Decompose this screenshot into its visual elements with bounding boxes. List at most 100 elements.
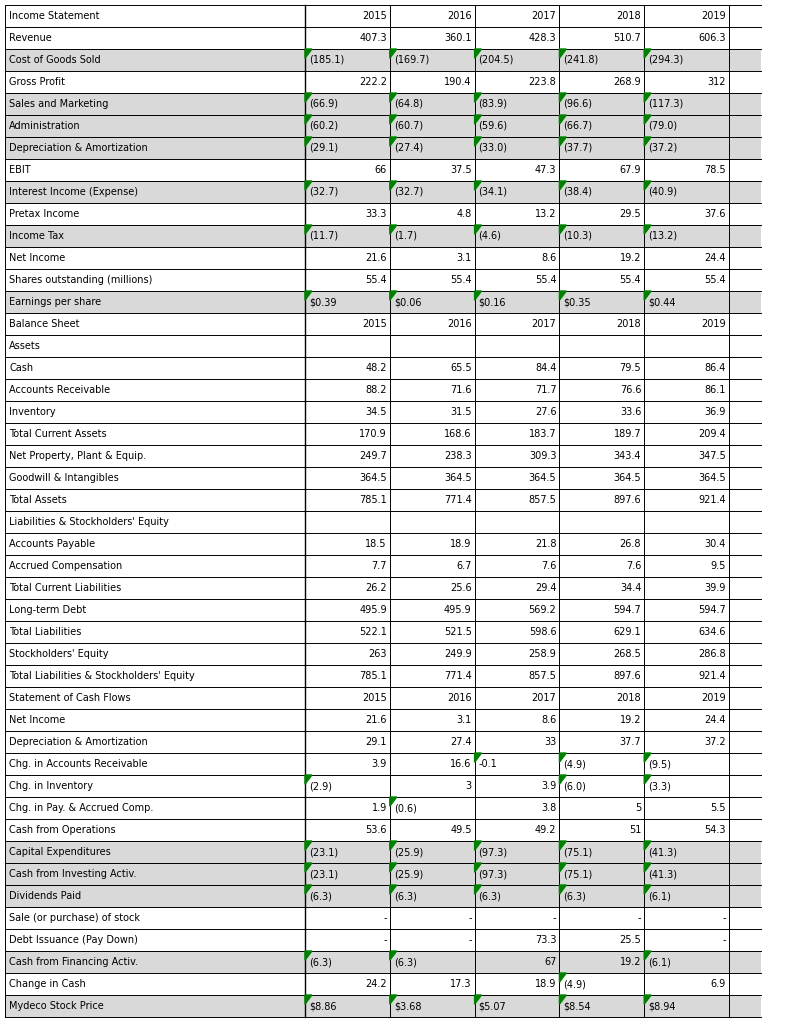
Text: (185.1): (185.1)	[309, 55, 344, 65]
Bar	[5, 269, 761, 291]
Text: 19.2: 19.2	[620, 957, 642, 967]
Text: (79.0): (79.0)	[648, 121, 677, 131]
Polygon shape	[475, 291, 481, 300]
Text: -: -	[468, 935, 472, 945]
Bar	[5, 907, 761, 929]
Bar	[5, 379, 761, 401]
Text: 33.6: 33.6	[620, 407, 642, 417]
Text: 25.6: 25.6	[450, 583, 472, 593]
Text: (9.5): (9.5)	[648, 759, 671, 769]
Text: Accrued Compensation: Accrued Compensation	[9, 561, 123, 571]
Polygon shape	[305, 951, 312, 961]
Polygon shape	[644, 181, 651, 190]
Polygon shape	[390, 797, 397, 806]
Text: 2019: 2019	[701, 693, 726, 703]
Text: 2015: 2015	[362, 319, 387, 329]
Text: 5.5: 5.5	[711, 803, 726, 812]
Text: 34.5: 34.5	[365, 407, 387, 417]
Text: 2016: 2016	[447, 693, 472, 703]
Text: 21.6: 21.6	[365, 253, 387, 263]
Text: 18.5: 18.5	[365, 539, 387, 549]
Text: 37.2: 37.2	[704, 737, 726, 747]
Text: 3.9: 3.9	[541, 781, 556, 791]
Text: (83.9): (83.9)	[479, 99, 508, 109]
Polygon shape	[644, 863, 651, 872]
Bar	[5, 775, 761, 797]
Text: 49.2: 49.2	[535, 825, 556, 835]
Text: 263: 263	[368, 649, 387, 659]
Text: 39.9: 39.9	[704, 583, 726, 593]
Bar	[5, 731, 761, 753]
Text: 13.2: 13.2	[535, 210, 556, 219]
Text: $3.68: $3.68	[394, 1001, 422, 1011]
Polygon shape	[475, 115, 481, 125]
Text: 26.8: 26.8	[620, 539, 642, 549]
Polygon shape	[305, 291, 312, 300]
Text: 55.4: 55.4	[450, 275, 472, 285]
Bar	[5, 841, 761, 863]
Text: 27.4: 27.4	[450, 737, 472, 747]
Text: 27.6: 27.6	[534, 407, 556, 417]
Text: (29.1): (29.1)	[309, 143, 339, 153]
Text: (241.8): (241.8)	[563, 55, 599, 65]
Text: 347.5: 347.5	[698, 451, 726, 461]
Text: (2.9): (2.9)	[309, 781, 332, 791]
Text: 2019: 2019	[701, 11, 726, 21]
Polygon shape	[475, 181, 481, 190]
Polygon shape	[305, 775, 312, 784]
Text: 5: 5	[635, 803, 642, 812]
Text: 67.9: 67.9	[620, 165, 642, 175]
Text: 24.4: 24.4	[704, 253, 726, 263]
Text: 522.1: 522.1	[359, 628, 387, 637]
Text: 2019: 2019	[701, 319, 726, 329]
Polygon shape	[644, 291, 651, 300]
Bar	[5, 797, 761, 819]
Text: 9.5: 9.5	[711, 561, 726, 571]
Text: 3.8: 3.8	[541, 803, 556, 812]
Text: -: -	[722, 935, 726, 945]
Polygon shape	[559, 181, 567, 190]
Text: 79.5: 79.5	[620, 363, 642, 373]
Polygon shape	[475, 93, 481, 102]
Polygon shape	[559, 863, 567, 872]
Text: 309.3: 309.3	[529, 451, 556, 461]
Text: 921.4: 921.4	[698, 495, 726, 505]
Text: 17.3: 17.3	[450, 979, 472, 989]
Text: 33: 33	[544, 737, 556, 747]
Bar	[5, 489, 761, 511]
Text: 55.4: 55.4	[704, 275, 726, 285]
Text: Accounts Payable: Accounts Payable	[9, 539, 95, 549]
Text: 37.6: 37.6	[704, 210, 726, 219]
Text: EBIT: EBIT	[9, 165, 31, 175]
Bar	[5, 621, 761, 643]
Text: (1.7): (1.7)	[394, 231, 417, 241]
Text: Depreciation & Amortization: Depreciation & Amortization	[9, 143, 147, 153]
Text: Cash from Operations: Cash from Operations	[9, 825, 115, 835]
Text: 30.4: 30.4	[704, 539, 726, 549]
Polygon shape	[559, 291, 567, 300]
Text: 26.2: 26.2	[365, 583, 387, 593]
Text: Cash from Financing Activ.: Cash from Financing Activ.	[9, 957, 138, 967]
Text: Total Current Liabilities: Total Current Liabilities	[9, 583, 121, 593]
Text: (169.7): (169.7)	[394, 55, 429, 65]
Bar	[5, 93, 761, 115]
Text: 36.9: 36.9	[704, 407, 726, 417]
Text: 343.4: 343.4	[613, 451, 642, 461]
Text: 48.2: 48.2	[365, 363, 387, 373]
Text: Administration: Administration	[9, 121, 81, 131]
Text: $0.35: $0.35	[563, 297, 591, 307]
Text: Long-term Debt: Long-term Debt	[9, 605, 86, 615]
Text: 53.6: 53.6	[365, 825, 387, 835]
Text: 2017: 2017	[532, 319, 556, 329]
Bar	[5, 533, 761, 555]
Text: 2015: 2015	[362, 11, 387, 21]
Text: $0.39: $0.39	[309, 297, 336, 307]
Text: 8.6: 8.6	[541, 715, 556, 725]
Text: Change in Cash: Change in Cash	[9, 979, 85, 989]
Text: 3: 3	[466, 781, 472, 791]
Polygon shape	[644, 49, 651, 58]
Text: (294.3): (294.3)	[648, 55, 683, 65]
Bar	[5, 577, 761, 599]
Bar	[5, 247, 761, 269]
Text: (66.9): (66.9)	[309, 99, 338, 109]
